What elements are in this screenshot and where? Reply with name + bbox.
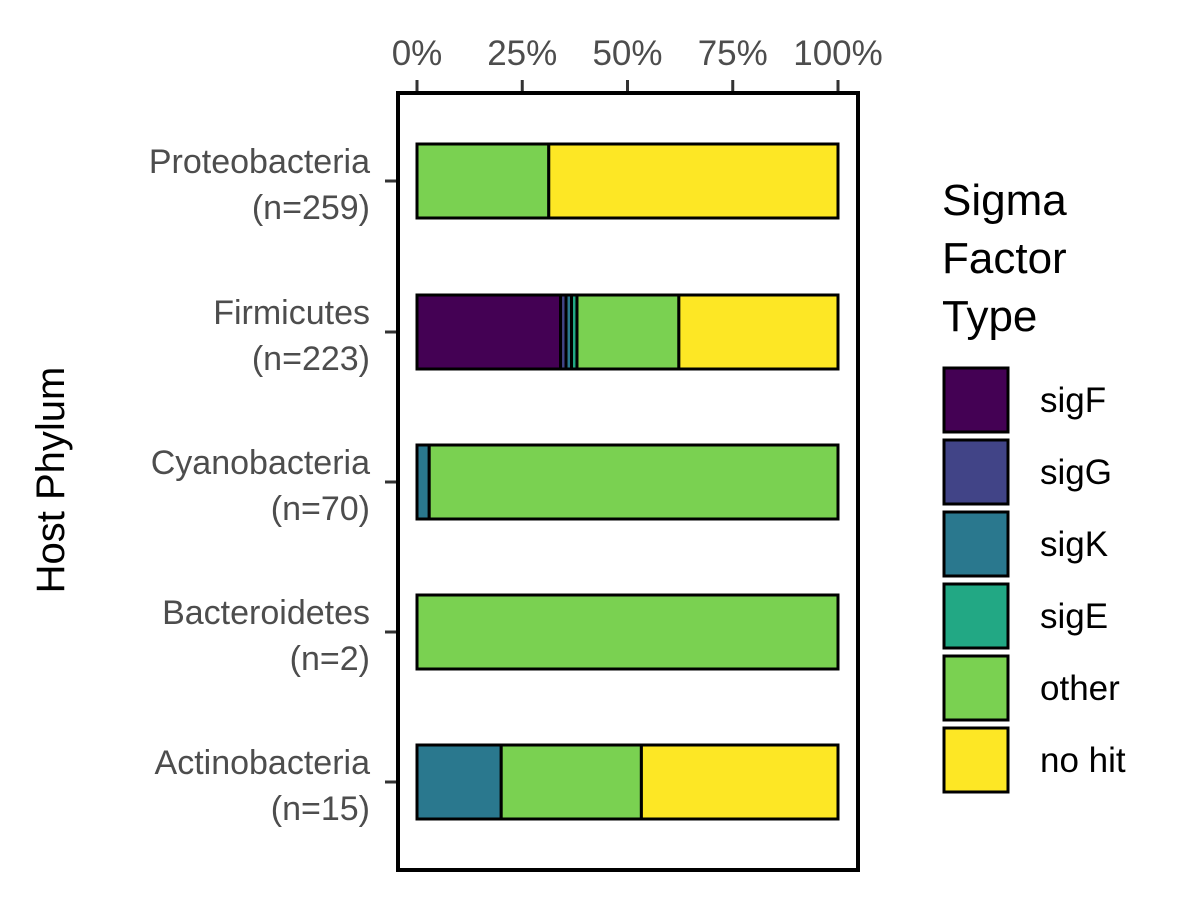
legend-title: Factor	[942, 234, 1067, 283]
bar-row-bacteroidetes	[415, 593, 840, 671]
legend-title: Type	[942, 292, 1037, 341]
bar-segment-sigK	[415, 443, 431, 521]
bar-segment-sigF	[415, 293, 563, 371]
x-tick-label: 100%	[793, 34, 883, 73]
legend: Sigma Factor Type sigF sigG sigK sigE other no h…	[942, 176, 1126, 794]
y-category-label: Proteobacteria	[149, 143, 370, 181]
x-axis: 0% 25% 50% 75% 100%	[392, 34, 883, 91]
bar-row-proteobacteria	[415, 142, 840, 220]
y-category-label: Cyanobacteria	[151, 444, 370, 482]
legend-swatch	[942, 726, 1010, 794]
bar-segment-no-hit	[547, 142, 840, 220]
bar-segment-other	[415, 593, 840, 671]
bar-segment-other	[575, 293, 681, 371]
legend-item-no-hit: no hit	[942, 726, 1126, 794]
x-tick-label: 75%	[698, 34, 768, 73]
bar-segment-no-hit	[639, 743, 840, 821]
legend-item-other: other	[942, 654, 1120, 722]
legend-label: no hit	[1040, 741, 1126, 780]
y-category-label: Actinobacteria	[155, 744, 371, 782]
bar-row-cyanobacteria	[415, 443, 840, 521]
y-category-count: (n=15)	[271, 790, 370, 828]
legend-label: sigG	[1040, 453, 1112, 492]
y-category-label: Bacteroidetes	[162, 594, 370, 632]
bar-segment-no-hit	[677, 293, 840, 371]
x-tick-label: 25%	[487, 34, 557, 73]
bar-segment-other	[415, 142, 551, 220]
x-tick-label: 50%	[592, 34, 662, 73]
y-category-count: (n=70)	[271, 490, 370, 528]
legend-title: Sigma	[942, 176, 1067, 225]
legend-swatch	[942, 510, 1010, 578]
legend-label: other	[1040, 669, 1120, 708]
x-tick-label: 0%	[392, 34, 443, 73]
legend-swatch	[942, 654, 1010, 722]
legend-item-sigE: sigE	[942, 582, 1108, 650]
y-category-label: Firmicutes	[213, 294, 370, 332]
legend-label: sigE	[1040, 597, 1108, 636]
bar-segment-sigK	[415, 743, 503, 821]
bar-segment-other	[427, 443, 840, 521]
bars	[415, 142, 840, 821]
y-category-count: (n=2)	[290, 640, 370, 678]
legend-item-sigG: sigG	[942, 438, 1112, 506]
legend-swatch	[942, 438, 1010, 506]
legend-label: sigK	[1040, 525, 1108, 564]
y-category-count: (n=223)	[252, 340, 370, 378]
legend-item-sigF: sigF	[942, 366, 1106, 434]
bar-row-actinobacteria	[415, 743, 840, 821]
legend-label: sigF	[1040, 381, 1106, 420]
bar-segment-other	[499, 743, 643, 821]
legend-swatch	[942, 366, 1010, 434]
bar-row-firmicutes	[415, 293, 840, 371]
y-category-count: (n=259)	[252, 189, 370, 227]
y-axis-title: Host Phylum	[29, 367, 73, 594]
y-axis: Proteobacteria (n=259) Firmicutes (n=223) Cy…	[149, 143, 396, 828]
legend-swatch	[942, 582, 1010, 650]
legend-item-sigK: sigK	[942, 510, 1108, 578]
panel-border	[396, 91, 860, 872]
plot-panel	[396, 91, 860, 872]
